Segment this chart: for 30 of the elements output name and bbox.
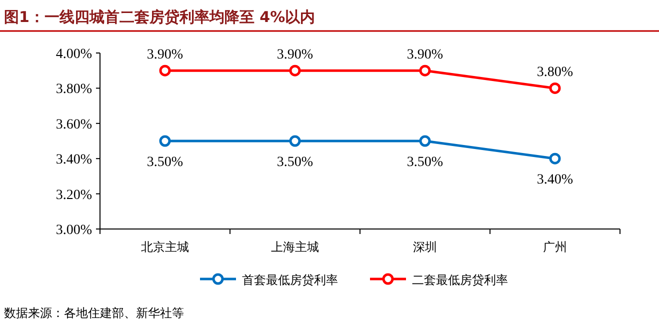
x-tick-label: 深圳 bbox=[413, 240, 437, 254]
y-tick-label: 3.80% bbox=[56, 82, 92, 98]
y-tick-label: 3.20% bbox=[56, 188, 92, 203]
y-tick-label: 3.60% bbox=[56, 117, 92, 132]
y-tick-label: 3.00% bbox=[56, 223, 92, 238]
data-label: 3.50% bbox=[406, 155, 444, 170]
x-tick-label: 北京主城 bbox=[141, 240, 189, 254]
y-tick-label: 4.00% bbox=[56, 47, 92, 62]
legend-label: 二套最低房贷利率 bbox=[412, 273, 508, 287]
chart-title: 图1：一线四城首二套房贷利率均降至 4%以内 bbox=[4, 8, 316, 26]
source-note: 数据来源：各地住建部、新华社等 bbox=[4, 306, 184, 320]
x-tick-label: 上海主城 bbox=[271, 240, 319, 254]
point bbox=[159, 135, 171, 147]
point bbox=[289, 64, 301, 76]
legend-label: 首套最低房贷利率 bbox=[242, 273, 338, 287]
point bbox=[549, 152, 561, 164]
y-tick-label: 3.40% bbox=[56, 152, 92, 168]
data-label: 3.90% bbox=[146, 48, 184, 63]
point bbox=[419, 135, 431, 147]
point bbox=[159, 64, 171, 76]
x-tick-label: 广州 bbox=[543, 240, 567, 254]
point bbox=[289, 135, 301, 147]
data-label: 3.40% bbox=[536, 172, 574, 188]
point bbox=[549, 82, 561, 94]
data-label: 3.80% bbox=[536, 65, 574, 80]
data-label: 3.50% bbox=[276, 155, 314, 170]
data-label: 3.50% bbox=[146, 155, 184, 170]
data-label: 3.90% bbox=[406, 48, 444, 63]
point bbox=[419, 64, 431, 76]
data-label: 3.90% bbox=[276, 48, 314, 63]
